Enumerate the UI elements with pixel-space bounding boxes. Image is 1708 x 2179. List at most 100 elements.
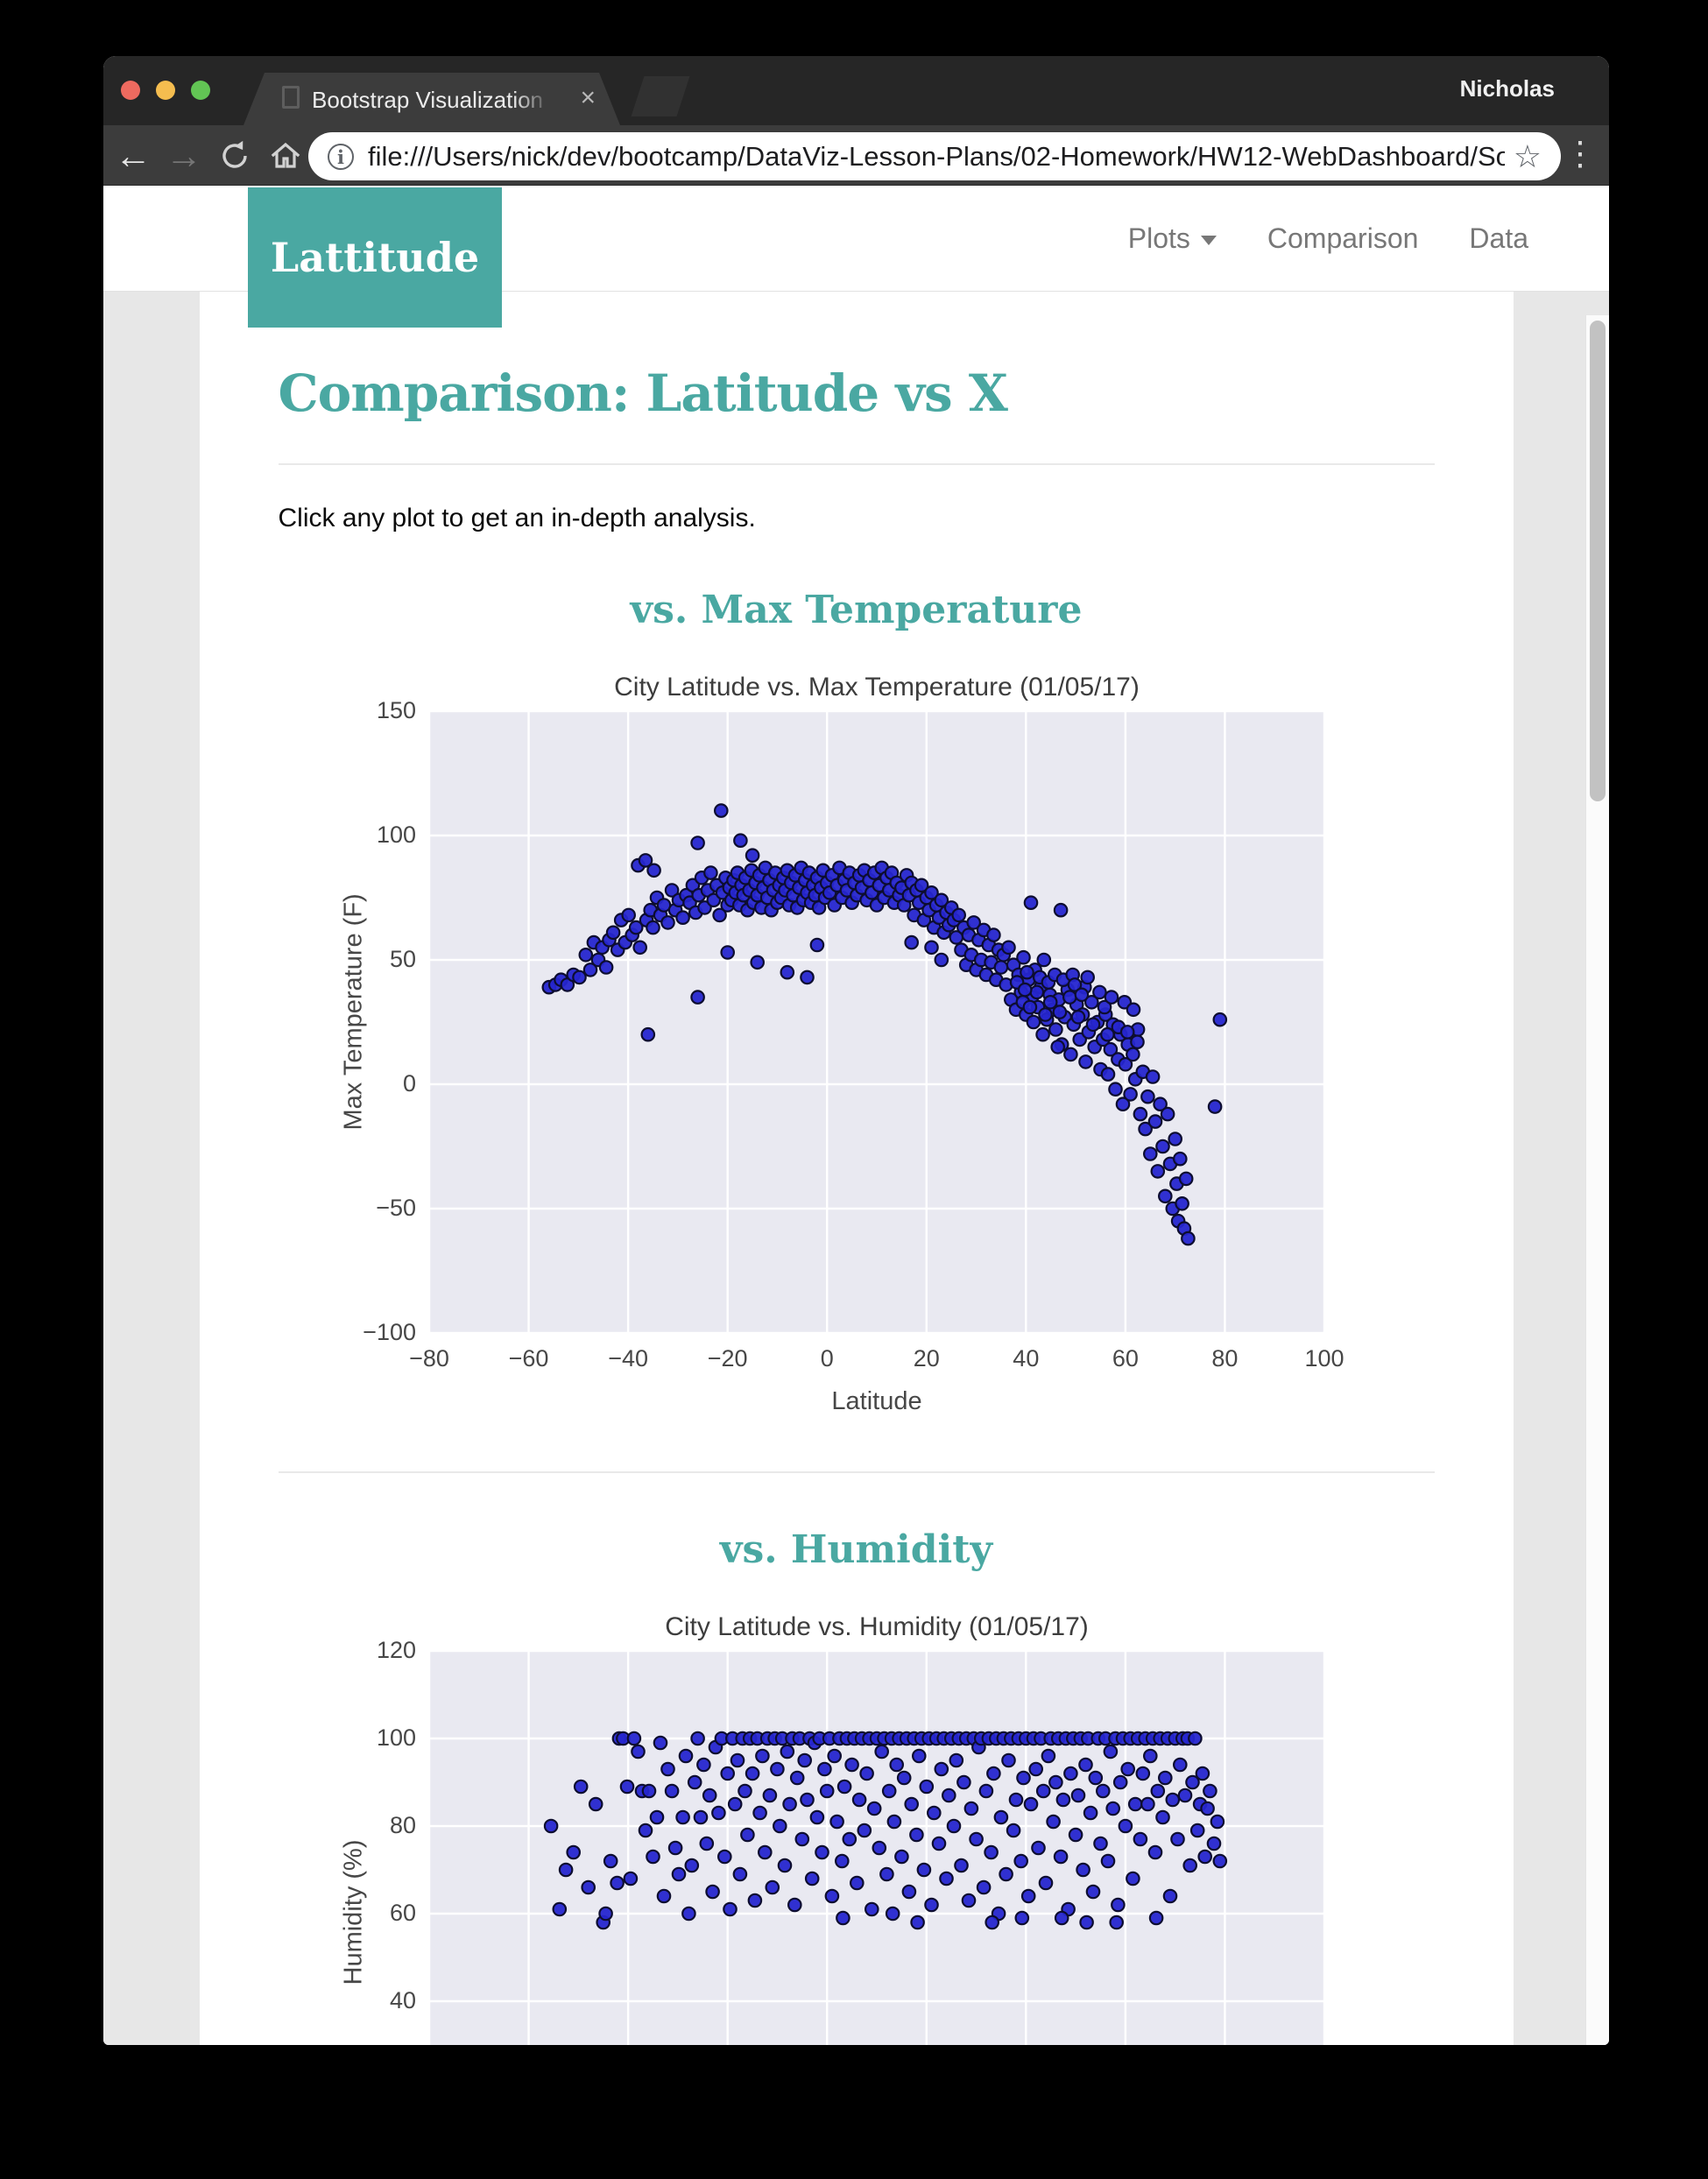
data-point <box>1165 1792 1181 1808</box>
data-point <box>914 878 929 893</box>
data-point <box>797 1752 812 1768</box>
data-point <box>844 1757 859 1773</box>
brand-logo[interactable]: Lattitude <box>248 187 502 328</box>
data-point <box>1135 1766 1151 1781</box>
scrollbar-thumb[interactable] <box>1590 321 1606 801</box>
data-point <box>1006 1823 1021 1838</box>
data-point <box>582 963 598 977</box>
fullscreen-window-button[interactable] <box>191 81 210 100</box>
data-point <box>864 1901 879 1917</box>
data-point <box>1022 999 1038 1015</box>
data-point <box>757 1844 773 1860</box>
data-point <box>1119 1025 1135 1040</box>
data-point <box>1048 1022 1063 1037</box>
nav-item-comparison-label: Comparison <box>1267 222 1419 254</box>
data-point <box>687 1774 702 1790</box>
nav-item-plots-label: Plots <box>1127 222 1190 254</box>
section-heading-max-temperature: vs. Max Temperature <box>630 588 1083 632</box>
home-icon[interactable] <box>263 125 308 186</box>
data-point <box>1083 1805 1098 1821</box>
data-point <box>1013 1853 1028 1869</box>
data-point <box>1108 1082 1123 1097</box>
data-point <box>1133 1106 1148 1122</box>
y-tick-label: 120 <box>376 1637 416 1663</box>
data-point <box>632 940 647 956</box>
y-tick-label: 100 <box>376 1724 416 1751</box>
data-point <box>1147 1114 1163 1129</box>
browser-menu-icon[interactable]: ⋮ <box>1563 136 1597 173</box>
data-point <box>986 1766 1001 1781</box>
nav-item-plots[interactable]: Plots <box>1128 222 1217 255</box>
data-point <box>660 1761 675 1777</box>
data-point <box>1063 1047 1078 1062</box>
chart-humidity[interactable]: City Latitude vs. Humidity (01/05/17) Hu… <box>328 1612 1384 2045</box>
data-point <box>849 1875 865 1891</box>
y-tick-label: −100 <box>363 1319 416 1345</box>
close-window-button[interactable] <box>121 81 140 100</box>
nav-item-comparison[interactable]: Comparison <box>1267 222 1419 255</box>
data-point <box>697 900 712 915</box>
reload-icon[interactable] <box>212 125 258 186</box>
data-point <box>649 1809 665 1825</box>
data-point <box>924 885 939 900</box>
data-point <box>598 1906 613 1922</box>
data-point <box>1076 1862 1090 1878</box>
url-text[interactable]: file:///Users/nick/dev/bootcamp/DataViz-… <box>368 140 1505 172</box>
data-point <box>713 803 729 818</box>
page-scrollbar[interactable] <box>1585 315 1609 2045</box>
data-point <box>610 1875 625 1891</box>
data-point <box>901 1884 917 1900</box>
data-point <box>916 1862 932 1878</box>
data-point <box>1016 1770 1031 1786</box>
data-point <box>1079 1915 1094 1930</box>
data-point <box>772 1818 787 1834</box>
tab-title-fade <box>513 84 552 114</box>
data-point <box>711 1805 726 1821</box>
data-point <box>1123 1087 1138 1102</box>
data-point <box>1172 1757 1188 1773</box>
minimize-window-button[interactable] <box>156 81 175 100</box>
url-bar[interactable]: i file:///Users/nick/dev/bootcamp/DataVi… <box>308 132 1561 180</box>
data-point <box>949 1752 964 1768</box>
data-point <box>993 960 1009 975</box>
data-point <box>745 1766 760 1781</box>
new-tab-button[interactable] <box>631 76 690 116</box>
tab-close-icon[interactable]: × <box>580 83 596 112</box>
page-info-icon[interactable]: i <box>328 143 354 170</box>
data-point <box>765 1879 780 1895</box>
data-point <box>999 1866 1013 1882</box>
back-icon[interactable]: ← <box>115 134 152 176</box>
data-point <box>910 1915 925 1930</box>
plot-area <box>429 711 1324 1333</box>
data-point <box>623 1871 639 1886</box>
data-point <box>1093 1836 1108 1851</box>
data-point <box>836 1779 852 1795</box>
data-point <box>1080 970 1095 985</box>
browser-profile-name[interactable]: Nicholas <box>1459 75 1555 102</box>
data-point <box>702 1788 717 1803</box>
bookmark-star-icon[interactable]: ☆ <box>1513 138 1542 174</box>
data-point <box>1052 1005 1068 1019</box>
x-tick-label: −20 <box>707 1345 748 1372</box>
data-point <box>1185 1774 1200 1790</box>
data-point <box>1189 1823 1205 1838</box>
data-point <box>693 1809 709 1825</box>
data-point <box>1147 1844 1163 1860</box>
data-point <box>1008 1792 1024 1808</box>
data-point <box>1118 1056 1133 1072</box>
browser-tab[interactable]: Bootstrap Visualization Dashbo × <box>243 73 620 125</box>
data-point <box>664 883 680 898</box>
forward-icon[interactable]: → <box>166 134 202 176</box>
data-point <box>699 1836 715 1851</box>
data-point <box>1142 1748 1158 1764</box>
x-tick-label: 40 <box>1013 1345 1040 1372</box>
data-point <box>1041 1748 1056 1764</box>
data-point <box>1048 1774 1063 1790</box>
x-tick-label: −40 <box>608 1345 649 1372</box>
data-point <box>1155 1139 1170 1154</box>
data-point <box>1150 1164 1166 1179</box>
nav-item-data[interactable]: Data <box>1469 222 1528 255</box>
chart-title: City Latitude vs. Max Temperature (01/05… <box>614 673 1140 702</box>
chart-max-temperature[interactable]: City Latitude vs. Max Temperature (01/05… <box>328 673 1384 1431</box>
